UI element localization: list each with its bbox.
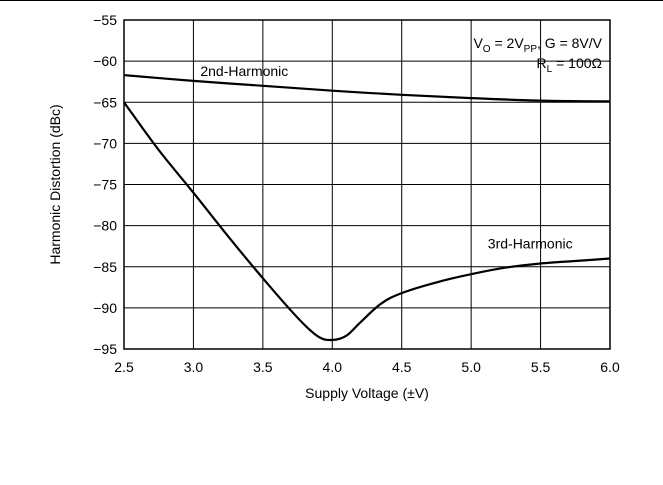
series-label-3rd-harmonic: 3rd-Harmonic	[488, 236, 573, 252]
x-tick-label: 3.0	[184, 359, 204, 375]
cond-pp-sub: PP	[524, 44, 538, 55]
x-axis-title: Supply Voltage (±V)	[305, 385, 429, 401]
cond-vo-sub: O	[483, 44, 491, 55]
series-label-2nd-harmonic: 2nd-Harmonic	[200, 63, 288, 79]
x-tick-label: 3.5	[253, 359, 273, 375]
y-tick-label: −80	[93, 218, 117, 234]
y-tick-label: −90	[93, 300, 117, 316]
grid	[124, 20, 610, 349]
y-tick-label: −65	[93, 94, 117, 110]
conditions-line-1: VO = 2VPP, G = 8V/V	[473, 35, 602, 55]
x-tick-label: 4.5	[392, 359, 412, 375]
cond-rl-sub: L	[547, 64, 553, 75]
x-tick-label: 2.5	[114, 359, 134, 375]
y-axis-title: Harmonic Distortion (dBc)	[47, 104, 63, 264]
cond-vpp: = 2V	[491, 35, 525, 51]
series-lines	[123, 74, 611, 342]
x-tick-label: 5.5	[531, 359, 551, 375]
x-tick-labels: 2.5 3.0 3.5 4.0 4.5 5.0 5.5 6.0	[114, 359, 620, 375]
plot-frame	[123, 19, 611, 350]
y-tick-label: −95	[93, 341, 117, 357]
conditions-line-2: RL = 100Ω	[537, 55, 602, 75]
y-tick-label: −85	[93, 259, 117, 275]
top-rule	[0, 0, 663, 1]
cond-vo-v: V	[473, 35, 483, 51]
cond-gain: , G = 8V/V	[537, 35, 603, 51]
y-tick-label: −55	[93, 12, 117, 28]
series-line-3rd-harmonic	[123, 101, 611, 342]
y-tick-label: −70	[93, 135, 117, 151]
y-tick-labels: −55 −60 −65 −70 −75 −80 −85 −90 −95	[93, 12, 117, 357]
cond-rl-r: R	[537, 55, 547, 71]
cond-rl-value: = 100Ω	[552, 55, 602, 71]
y-tick-label: −75	[93, 177, 117, 193]
series-line-2nd-harmonic	[123, 74, 611, 103]
x-tick-label: 5.0	[461, 359, 481, 375]
x-tick-label: 6.0	[600, 359, 620, 375]
y-tick-label: −60	[93, 53, 117, 69]
x-tick-label: 4.0	[323, 359, 343, 375]
